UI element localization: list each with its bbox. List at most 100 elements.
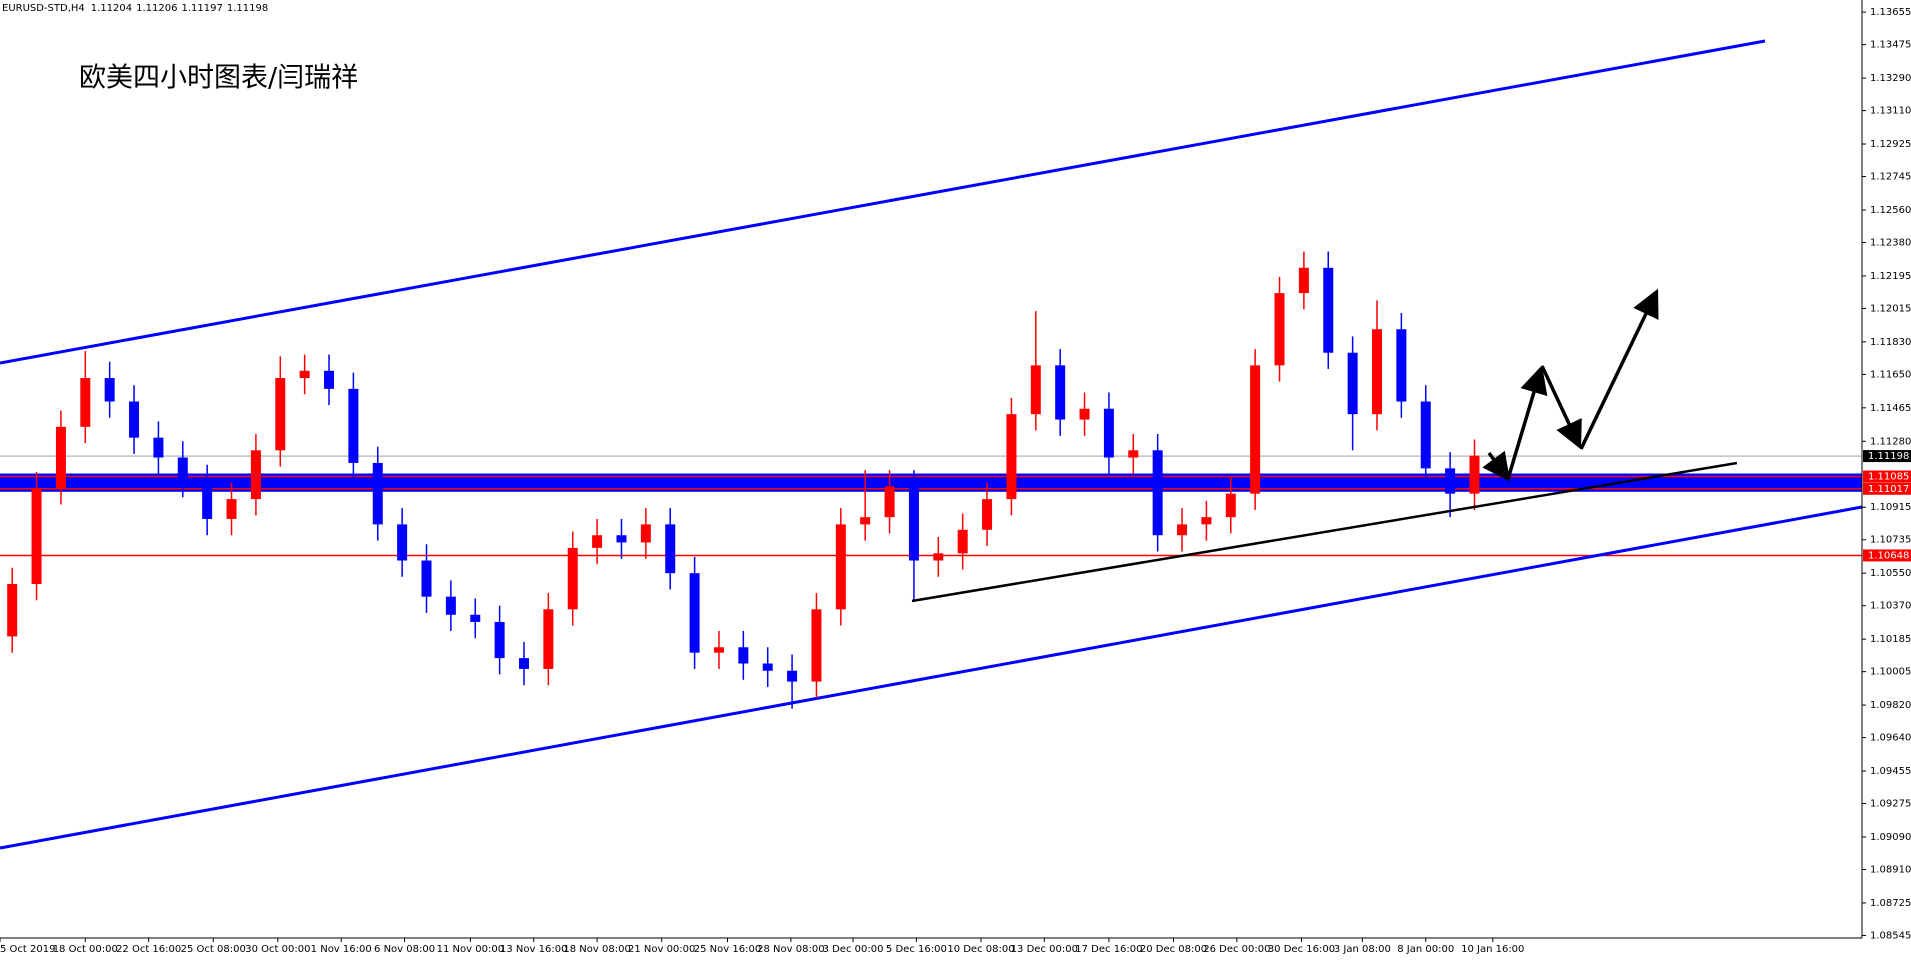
candle-body — [1469, 455, 1480, 494]
x-tick-label: 26 Dec 00:00 — [1203, 944, 1270, 955]
x-tick-label: 5 Oct 2019 — [0, 944, 55, 955]
candle-body — [299, 370, 310, 379]
y-tick-label: 1.12745 — [1870, 172, 1911, 183]
x-tick-label: 17 Dec 16:00 — [1075, 944, 1142, 955]
y-tick-label: 1.08545 — [1870, 930, 1911, 941]
symbol: EURUSD-STD,H4 — [2, 3, 85, 14]
candle-body — [372, 462, 383, 525]
trendline — [911, 461, 1738, 603]
support-zone — [0, 473, 1862, 492]
candle-body — [762, 663, 773, 671]
candle-body — [1274, 293, 1285, 366]
x-tick-label: 21 Nov 00:00 — [628, 944, 695, 955]
x-tick-label: 20 Dec 08:00 — [1140, 944, 1207, 955]
candles — [7, 251, 1480, 709]
candle-body — [1006, 414, 1017, 500]
candle-body — [811, 609, 822, 682]
candle-body — [104, 378, 115, 402]
candle-body — [689, 573, 700, 653]
candle-body — [177, 457, 188, 482]
candle-body — [738, 647, 749, 664]
y-tick-label: 1.08910 — [1870, 865, 1911, 876]
candle-body — [933, 553, 944, 561]
x-tick-label: 8 Jan 00:00 — [1397, 944, 1454, 955]
candle-body — [31, 488, 42, 585]
y-tick-label: 1.12380 — [1870, 237, 1911, 248]
y-tick-label: 1.11280 — [1870, 436, 1911, 447]
candle-body — [908, 486, 919, 561]
price-label-bg — [1863, 482, 1911, 495]
x-tick-label: 1 Nov 16:00 — [311, 944, 372, 955]
chart-title: 欧美四小时图表/闫瑞祥 — [79, 63, 358, 94]
candle-body — [1250, 365, 1261, 494]
candle-body — [324, 370, 335, 389]
x-tick-label: 3 Dec 00:00 — [823, 944, 884, 955]
x-tick-label: 18 Oct 00:00 — [53, 944, 118, 955]
candle-body — [1323, 267, 1334, 353]
y-tick-label: 1.11830 — [1870, 337, 1911, 348]
levels — [0, 455, 1862, 557]
x-tick-label: 3 Jan 08:00 — [1334, 944, 1391, 955]
candle-body — [835, 524, 846, 610]
candle-body — [1347, 352, 1358, 415]
x-tick-label: 30 Oct 00:00 — [245, 944, 310, 955]
candle-body — [275, 378, 286, 451]
candle-body — [1103, 408, 1114, 458]
candle-body — [1177, 524, 1188, 536]
x-tick-label: 13 Dec 00:00 — [1011, 944, 1078, 955]
candle-body — [129, 401, 140, 438]
y-tick-label: 1.10005 — [1870, 667, 1911, 678]
candle-body — [543, 609, 554, 669]
candle-body — [1030, 365, 1041, 415]
candle-body — [1445, 468, 1456, 494]
arrow — [1506, 365, 1548, 480]
y-tick-label: 1.10370 — [1870, 601, 1911, 612]
y-tick-label: 1.13655 — [1870, 7, 1911, 18]
candle-body — [567, 547, 578, 610]
y-tick-label: 1.09275 — [1870, 799, 1911, 810]
candle-body — [153, 437, 164, 458]
x-tick-label: 25 Oct 08:00 — [181, 944, 246, 955]
x-tick-label: 22 Oct 16:00 — [116, 944, 181, 955]
candle-body — [1201, 517, 1212, 525]
price-label: 1.11085 — [1868, 471, 1909, 482]
y-tick-label: 1.10185 — [1870, 634, 1911, 645]
candle-body — [1079, 408, 1090, 420]
x-tick-label: 10 Dec 08:00 — [947, 944, 1014, 955]
candle-body — [884, 486, 895, 518]
candle-body — [1372, 329, 1383, 415]
candle-body — [1128, 450, 1139, 458]
y-tick-label: 1.13475 — [1870, 40, 1911, 51]
candle-body — [665, 524, 676, 574]
candle-body — [1225, 493, 1236, 518]
candle-body — [616, 535, 627, 543]
candle-body — [1055, 365, 1066, 420]
candle-body — [1152, 450, 1163, 536]
y-tick-label: 1.08725 — [1870, 898, 1911, 909]
header-high: 1.11206 — [136, 3, 177, 14]
y-tick-label: 1.09820 — [1870, 700, 1911, 711]
price-label-bg — [1863, 549, 1911, 562]
header-low: 1.11197 — [182, 3, 223, 14]
channel-upper — [0, 39, 1766, 365]
candle-body — [250, 450, 261, 500]
y-tick-label: 1.12560 — [1870, 205, 1911, 216]
x-tick-label: 25 Nov 16:00 — [694, 944, 761, 955]
x-tick-label: 13 Nov 16:00 — [500, 944, 567, 955]
y-tick-label: 1.10915 — [1870, 502, 1911, 513]
candle-body — [1298, 267, 1309, 294]
candle-body — [202, 481, 213, 519]
candle-body — [518, 658, 529, 669]
arrow — [1579, 288, 1659, 450]
channel-lower — [0, 505, 1863, 850]
header: EURUSD-STD,H4 1.11204 1.11206 1.11197 1.1119… — [2, 3, 268, 14]
candle-body — [713, 647, 724, 653]
candle-body — [640, 524, 651, 543]
y-tick-label: 1.09640 — [1870, 733, 1911, 744]
price-label-bg — [1863, 450, 1911, 463]
y-tick-label: 1.09090 — [1870, 832, 1911, 843]
x-tick-label: 11 Nov 00:00 — [437, 944, 504, 955]
price-label: 1.10648 — [1868, 550, 1909, 561]
